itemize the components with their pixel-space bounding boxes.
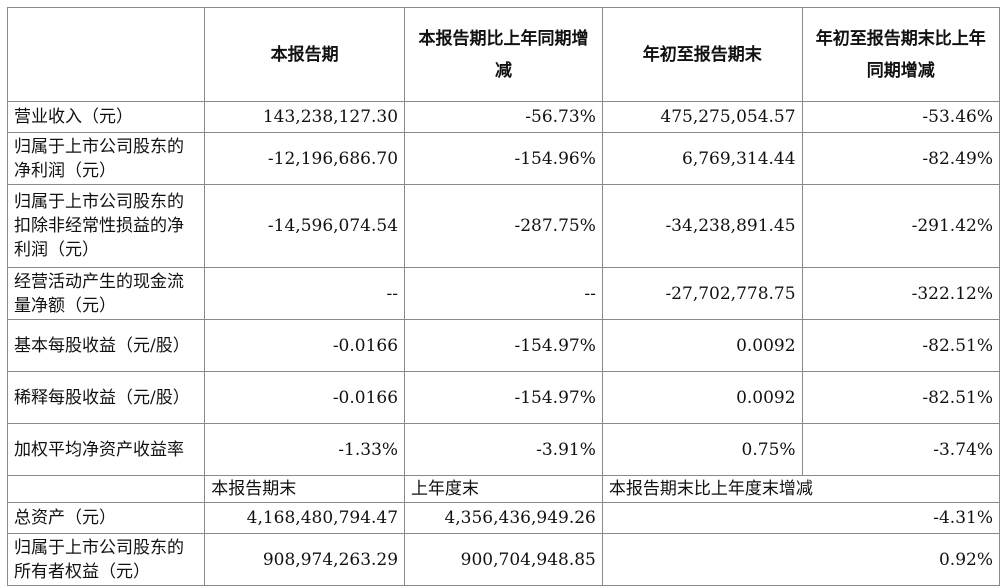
- cell-value: -82.51%: [801, 319, 1000, 372]
- cell-value: -154.97%: [404, 371, 603, 424]
- financial-table-container: 本报告期 本报告期比上年同期增减 年初至报告期末 年初至报告期末比上年同期增减 …: [6, 7, 1000, 586]
- cell-value: 143,238,127.30: [204, 101, 406, 133]
- cell-value: --: [204, 267, 406, 320]
- cell-value: 908,974,263.29: [204, 533, 406, 586]
- row-label: 基本每股收益（元/股）: [6, 319, 206, 372]
- table-row: 归属于上市公司股东的扣除非经常性损益的净利润（元） -14,596,074.54…: [6, 184, 1000, 268]
- header-blank-cell: [6, 7, 206, 102]
- row-label: 经营活动产生的现金流量净额（元）: [6, 267, 206, 320]
- cell-value: -1.33%: [204, 423, 406, 476]
- table-row: 基本每股收益（元/股） -0.0166 -154.97% 0.0092 -82.…: [6, 319, 1000, 372]
- cell-value: -322.12%: [801, 267, 1000, 320]
- table-row: 营业收入（元） 143,238,127.30 -56.73% 475,275,0…: [6, 101, 1000, 133]
- table-row: 总资产（元） 4,168,480,794.47 4,356,436,949.26…: [6, 502, 1000, 534]
- table-row: 经营活动产生的现金流量净额（元） -- -- -27,702,778.75 -3…: [6, 267, 1000, 320]
- cell-value: -82.49%: [801, 132, 1000, 185]
- header-current-period: 本报告期: [204, 7, 406, 102]
- cell-value: 900,704,948.85: [404, 533, 603, 586]
- table-row: 归属于上市公司股东的所有者权益（元） 908,974,263.29 900,70…: [6, 533, 1000, 586]
- row-label: 归属于上市公司股东的扣除非经常性损益的净利润（元）: [6, 184, 206, 268]
- cell-value: -4.31%: [601, 502, 1000, 534]
- financial-summary-table: 本报告期 本报告期比上年同期增减 年初至报告期末 年初至报告期末比上年同期增减 …: [6, 7, 1000, 586]
- subheader-prior-year-end: 上年度末: [404, 475, 603, 503]
- cell-value: 6,769,314.44: [601, 132, 803, 185]
- cell-value: -82.51%: [801, 371, 1000, 424]
- cell-value: -0.0166: [204, 319, 406, 372]
- cell-value: -14,596,074.54: [204, 184, 406, 268]
- header-row: 本报告期 本报告期比上年同期增减 年初至报告期末 年初至报告期末比上年同期增减: [6, 7, 1000, 102]
- row-label: 加权平均净资产收益率: [6, 423, 206, 476]
- row-label: 总资产（元）: [6, 502, 206, 534]
- subheader-change: 本报告期末比上年度末增减: [601, 475, 1000, 503]
- cell-value: -287.75%: [404, 184, 603, 268]
- cell-value: -154.96%: [404, 132, 603, 185]
- cell-value: 475,275,054.57: [601, 101, 803, 133]
- row-label: 营业收入（元）: [6, 101, 206, 133]
- cell-value: -53.46%: [801, 101, 1000, 133]
- cell-value: -0.0166: [204, 371, 406, 424]
- cell-value: -3.74%: [801, 423, 1000, 476]
- cell-value: -56.73%: [404, 101, 603, 133]
- cell-value: --: [404, 267, 603, 320]
- header-ytd: 年初至报告期末: [601, 7, 803, 102]
- table-row: 加权平均净资产收益率 -1.33% -3.91% 0.75% -3.74%: [6, 423, 1000, 476]
- cell-value: -34,238,891.45: [601, 184, 803, 268]
- table-row: 归属于上市公司股东的净利润（元） -12,196,686.70 -154.96%…: [6, 132, 1000, 185]
- cell-value: 4,168,480,794.47: [204, 502, 406, 534]
- row-label: 归属于上市公司股东的所有者权益（元）: [6, 533, 206, 586]
- subheader-row: 本报告期末 上年度末 本报告期末比上年度末增减: [6, 475, 1000, 503]
- cell-value: 0.92%: [601, 533, 1000, 586]
- cell-value: 0.0092: [601, 319, 803, 372]
- cell-value: -291.42%: [801, 184, 1000, 268]
- cell-value: -154.97%: [404, 319, 603, 372]
- cell-value: 0.0092: [601, 371, 803, 424]
- row-label: 归属于上市公司股东的净利润（元）: [6, 132, 206, 185]
- table-row: 稀释每股收益（元/股） -0.0166 -154.97% 0.0092 -82.…: [6, 371, 1000, 424]
- subheader-period-end: 本报告期末: [204, 475, 406, 503]
- subheader-blank-cell: [6, 475, 206, 503]
- row-label: 稀释每股收益（元/股）: [6, 371, 206, 424]
- cell-value: -3.91%: [404, 423, 603, 476]
- header-current-period-change: 本报告期比上年同期增减: [404, 7, 603, 102]
- cell-value: -12,196,686.70: [204, 132, 406, 185]
- cell-value: 0.75%: [601, 423, 803, 476]
- header-ytd-change: 年初至报告期末比上年同期增减: [801, 7, 1000, 102]
- cell-value: 4,356,436,949.26: [404, 502, 603, 534]
- cell-value: -27,702,778.75: [601, 267, 803, 320]
